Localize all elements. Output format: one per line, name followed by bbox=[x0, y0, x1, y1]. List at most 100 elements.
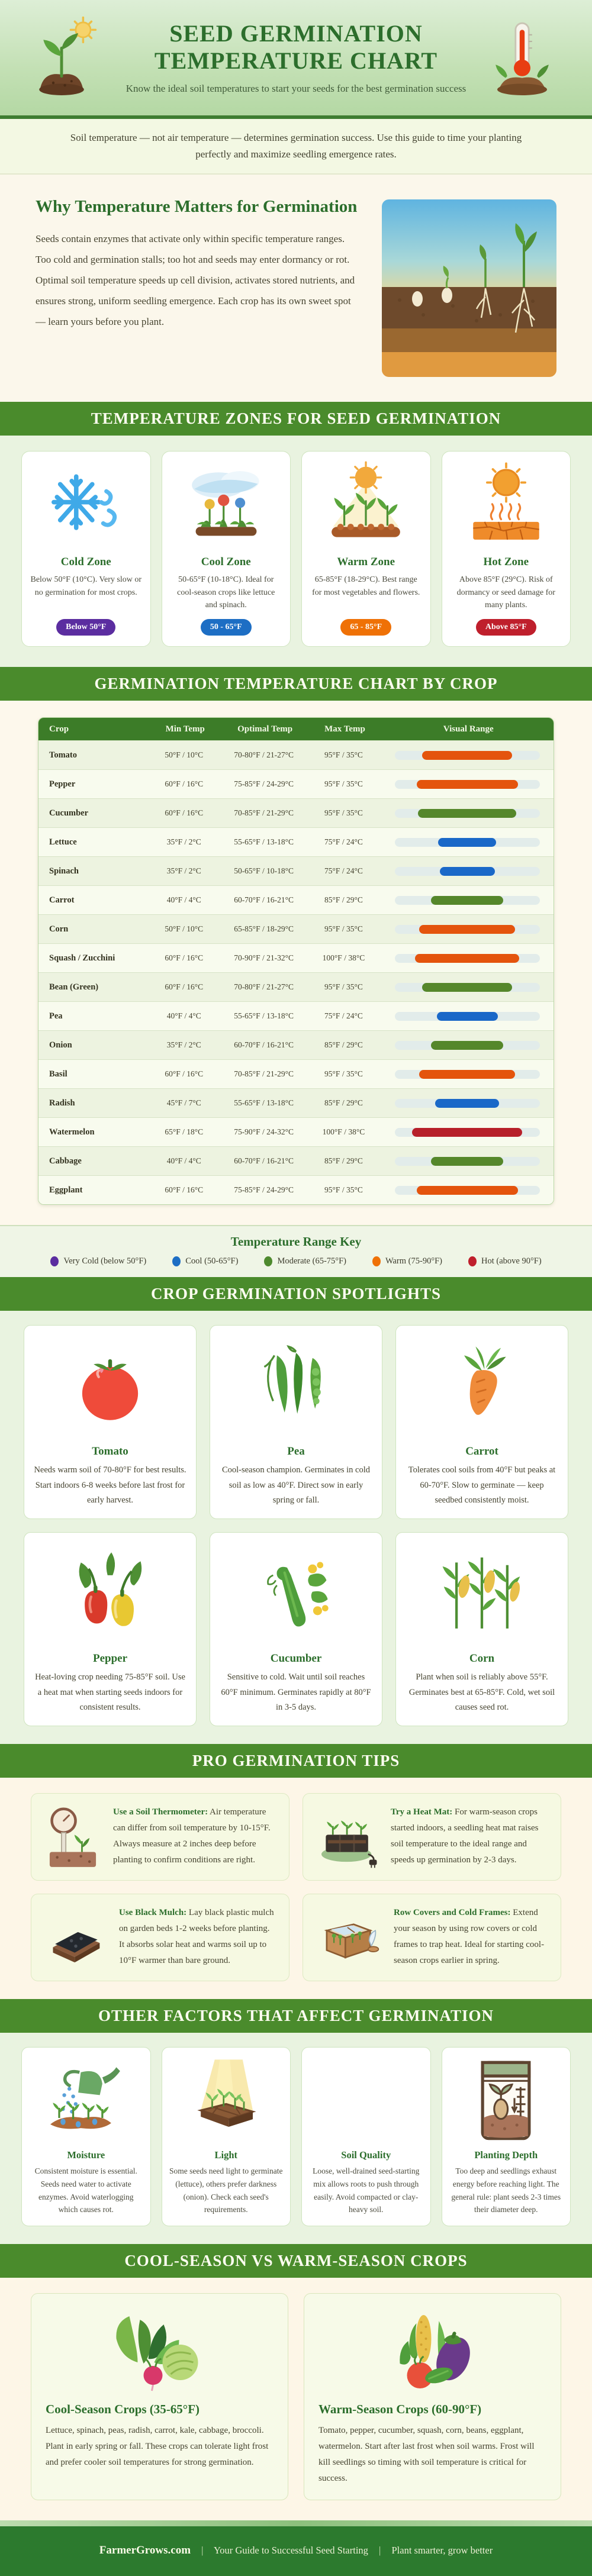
why-section: Why Temperature Matters for Germination … bbox=[0, 175, 592, 402]
table-header-row: Crop Min Temp Optimal Temp Max Temp Visual R… bbox=[38, 718, 554, 741]
visual-range-cell bbox=[381, 982, 554, 992]
optimal-temp: 70-90°F / 21-32°C bbox=[234, 953, 294, 963]
table-row-lettuce: Lettuce 35°F / 2°C 55-65°F / 13-18°C 75°F /… bbox=[38, 827, 554, 857]
table-row-watermelon: Watermelon 65°F / 18°C 75-90°F / 24-32°C 10… bbox=[38, 1117, 554, 1147]
season-title: Cool-Season Crops (35-65°F) bbox=[46, 2401, 200, 2416]
key-color-dot bbox=[172, 1256, 181, 1267]
footer-site-name: FarmerGrows.com bbox=[99, 2543, 191, 2556]
key-item: Warm (75-90°F) bbox=[372, 1256, 442, 1267]
optimal-temp: 55-65°F / 13-18°C bbox=[234, 1011, 294, 1021]
crop-name: Basil bbox=[49, 1069, 67, 1079]
grow-light-icon bbox=[169, 2056, 284, 2145]
seed-packet-icon bbox=[449, 2056, 564, 2145]
key-label: Hot (above 90°F) bbox=[481, 1256, 542, 1266]
spotlight-description: Plant when soil is reliably above 55°F. … bbox=[408, 1672, 555, 1713]
table-row-eggplant: Eggplant 60°F / 16°C 75-85°F / 24-29°C 95°F… bbox=[38, 1175, 554, 1205]
table-row-tomato: Tomato 50°F / 10°C 70-80°F / 21-27°C 95°F /… bbox=[38, 740, 554, 770]
column-header-min-temp: Min Temp bbox=[165, 724, 205, 734]
spotlight-description: Heat-loving crop needing 75-85°F soil. U… bbox=[35, 1672, 185, 1713]
footer-separator: | bbox=[379, 2544, 381, 2556]
table-row-bean-green-: Bean (Green) 60°F / 16°C 70-80°F / 21-27°C… bbox=[38, 972, 554, 1002]
min-temp: 60°F / 16°C bbox=[165, 808, 204, 818]
seedling-sun-icon bbox=[28, 16, 111, 99]
crop-name: Onion bbox=[49, 1040, 72, 1050]
crop-name: Cucumber bbox=[49, 808, 89, 818]
snowflake-wind-icon bbox=[30, 461, 142, 550]
range-bar-track bbox=[394, 924, 540, 934]
optimal-temp: 70-80°F / 21-27°C bbox=[234, 750, 294, 760]
range-bar-moderate bbox=[431, 895, 504, 905]
cucumber-icon bbox=[220, 1541, 372, 1648]
range-bar-cool bbox=[439, 866, 495, 876]
table-row-carrot: Carrot 40°F / 4°C 60-70°F / 16-21°C 85°F / … bbox=[38, 885, 554, 915]
visual-range-cell bbox=[381, 953, 554, 963]
column-header-max-temp: Max Temp bbox=[324, 724, 365, 734]
tip-body: Lay black plastic mulch on garden beds 1… bbox=[119, 1908, 274, 1966]
column-header-visual-range: Visual Range bbox=[443, 724, 494, 734]
optimal-temp: 55-65°F / 13-18°C bbox=[234, 837, 294, 847]
factor-title: Soil Quality bbox=[341, 2149, 391, 2161]
min-temp: 35°F / 2°C bbox=[166, 837, 201, 847]
optimal-temp: 75-85°F / 24-29°C bbox=[234, 779, 294, 789]
max-temp: 85°F / 29°C bbox=[324, 1098, 363, 1108]
range-bar-track bbox=[394, 750, 540, 760]
key-title: Temperature Range Key bbox=[230, 1234, 362, 1249]
key-color-dot bbox=[264, 1256, 273, 1267]
heat-mat-icon bbox=[315, 1804, 380, 1869]
factor-title: Planting Depth bbox=[474, 2149, 538, 2161]
visual-range-cell bbox=[381, 866, 554, 876]
range-bar-track bbox=[394, 837, 540, 847]
range-bar-warm bbox=[419, 924, 515, 934]
season-description: Lettuce, spinach, peas, radish, carrot, … bbox=[46, 2425, 269, 2467]
range-bar-moderate bbox=[422, 982, 513, 992]
range-bar-track bbox=[394, 982, 540, 992]
table-row-cabbage: Cabbage 40°F / 4°C 60-70°F / 16-21°C 85°F /… bbox=[38, 1146, 554, 1176]
tip-lead: Row Covers and Cold Frames: bbox=[394, 1908, 511, 1918]
crop-name: Watermelon bbox=[49, 1127, 95, 1137]
min-temp: 60°F / 16°C bbox=[165, 779, 204, 789]
column-header-optimal-temp: Optimal Temp bbox=[237, 724, 293, 734]
max-temp: 100°F / 38°C bbox=[322, 1127, 365, 1137]
min-temp: 35°F / 2°C bbox=[166, 1040, 201, 1050]
warm-veggies-icon bbox=[318, 2304, 546, 2396]
visual-range-cell bbox=[381, 1098, 554, 1108]
banner-germination-chart: GERMINATION TEMPERATURE CHART BY CROP bbox=[0, 667, 592, 701]
zone-description: 65-85°F (18-29°C). Best range for most v… bbox=[312, 575, 420, 597]
season-description: Tomato, pepper, cucumber, squash, corn, … bbox=[318, 2425, 535, 2483]
range-bar-track bbox=[394, 1011, 540, 1021]
key-item: Very Cold (below 50°F) bbox=[50, 1256, 146, 1267]
crop-name: Spinach bbox=[49, 866, 79, 876]
optimal-temp: 70-85°F / 21-29°C bbox=[234, 1069, 294, 1079]
min-temp: 45°F / 7°C bbox=[166, 1098, 201, 1108]
table-row-squash-zucchini: Squash / Zucchini 60°F / 16°C 70-90°F / 21… bbox=[38, 943, 554, 973]
max-temp: 95°F / 35°C bbox=[324, 1185, 363, 1195]
min-temp: 35°F / 2°C bbox=[166, 866, 201, 876]
header: SEED GERMINATION TEMPERATURE CHART Know … bbox=[0, 0, 592, 119]
visual-range-cell bbox=[381, 895, 554, 905]
header-text: SEED GERMINATION TEMPERATURE CHART Know … bbox=[111, 20, 481, 96]
min-temp: 60°F / 16°C bbox=[165, 953, 204, 963]
range-bar-track bbox=[394, 1098, 540, 1108]
germination-table: Crop Min Temp Optimal Temp Max Temp Visual R… bbox=[38, 717, 554, 1205]
max-temp: 75°F / 24°C bbox=[324, 837, 363, 847]
range-bar-track bbox=[394, 866, 540, 876]
min-temp: 60°F / 16°C bbox=[165, 1185, 204, 1195]
range-bar-track bbox=[394, 895, 540, 905]
black-mulch-icon bbox=[43, 1905, 108, 1970]
max-temp: 95°F / 35°C bbox=[324, 1069, 363, 1079]
tip-text: Use Black Mulch: Lay black plastic mulch… bbox=[119, 1905, 277, 1969]
spotlight-card-pepper: Pepper Heat-loving crop needing 75-85°F s… bbox=[24, 1532, 197, 1727]
range-bar-track bbox=[394, 779, 540, 789]
crop-name: Squash / Zucchini bbox=[49, 953, 115, 963]
max-temp: 85°F / 29°C bbox=[324, 1156, 363, 1166]
temperature-range-key: Temperature Range Key Very Cold (below 5… bbox=[0, 1225, 592, 1278]
min-temp: 60°F / 16°C bbox=[165, 982, 204, 992]
spotlight-title: Pea bbox=[287, 1445, 305, 1458]
corn-icon bbox=[406, 1541, 558, 1648]
zone-range-badge: Above 85°F bbox=[475, 619, 536, 636]
max-temp: 75°F / 24°C bbox=[324, 866, 363, 876]
min-temp: 40°F / 4°C bbox=[166, 1156, 201, 1166]
crop-name: Tomato bbox=[49, 750, 77, 760]
spotlight-title: Tomato bbox=[92, 1445, 128, 1458]
